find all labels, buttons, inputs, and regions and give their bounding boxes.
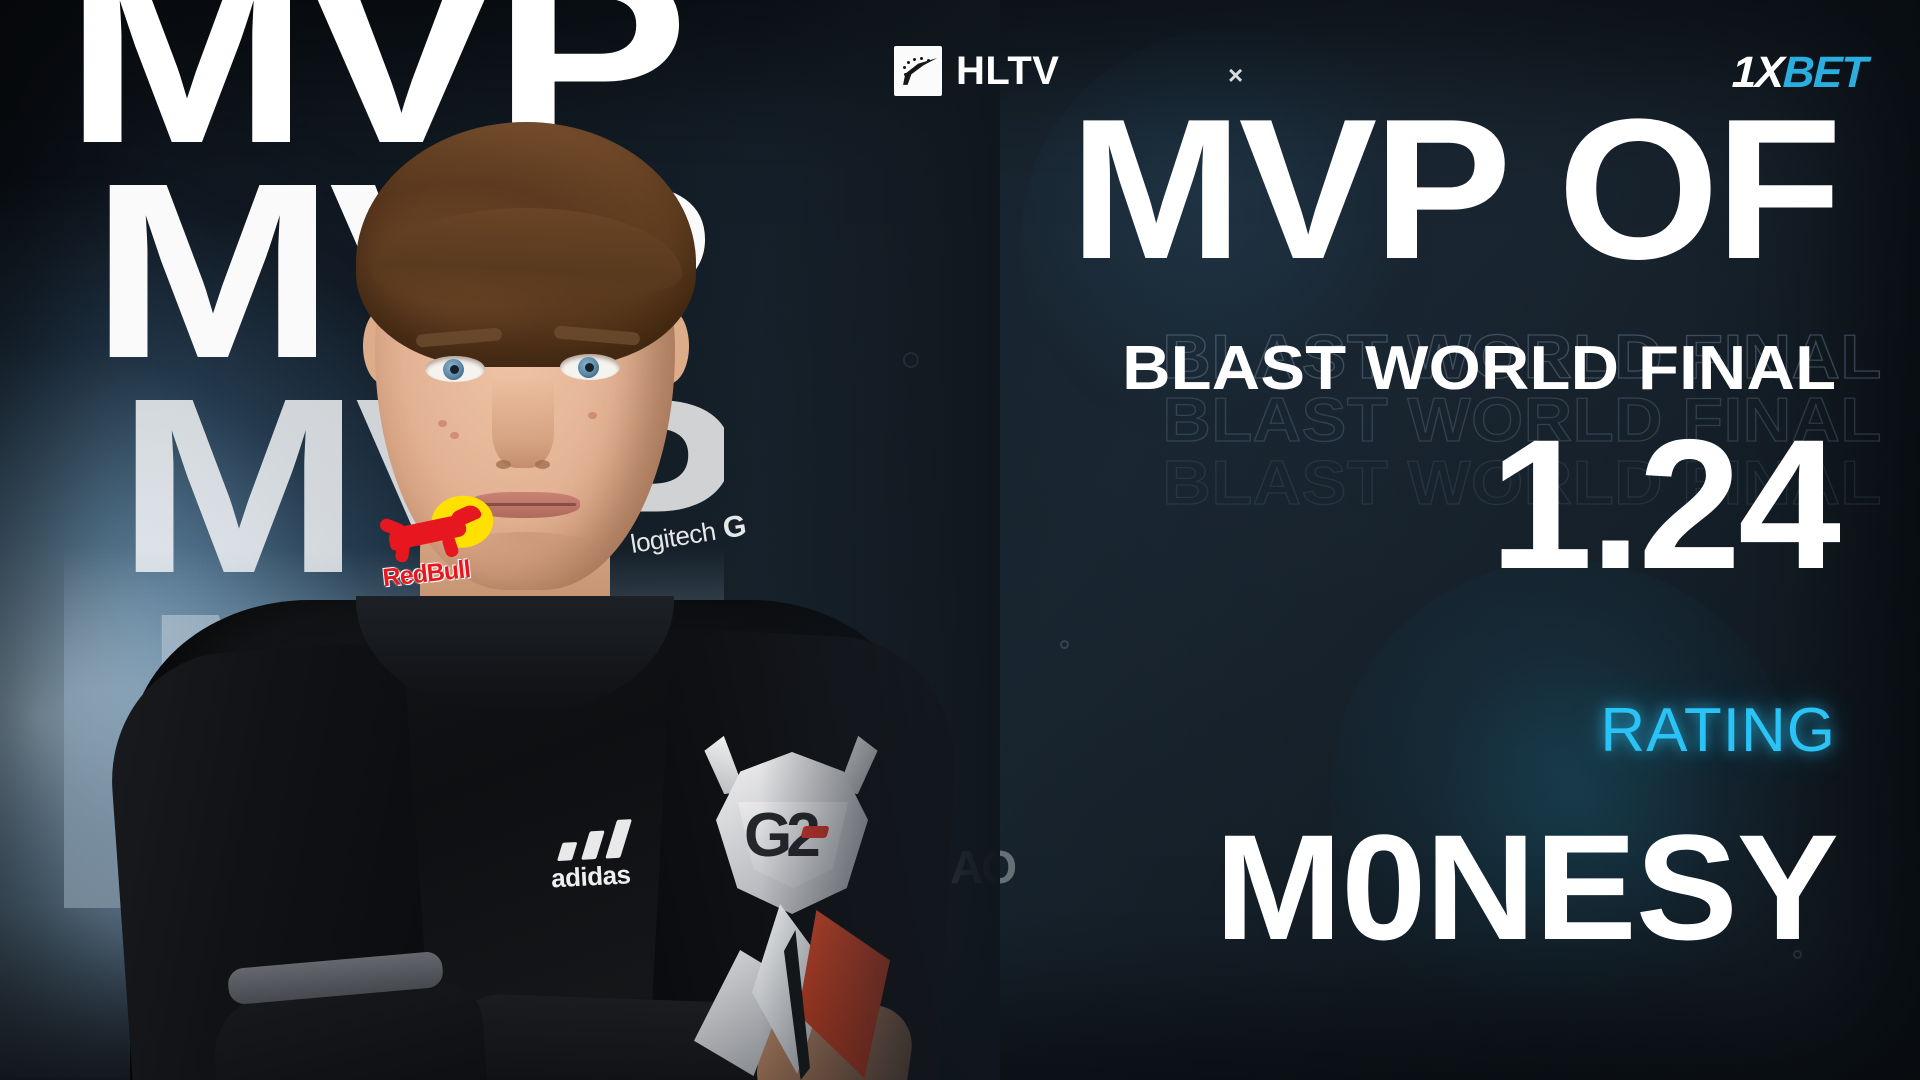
background-circle-bottom (1330, 560, 1800, 1030)
player-pupil (585, 363, 594, 372)
player-pupil (450, 365, 459, 374)
hltv-wordmark: HLTV (956, 48, 1060, 93)
headline-primary: MVP OF (1069, 78, 1842, 301)
decorative-ring (1793, 950, 1802, 959)
right-content-column: HLTV × 1XBET MVP OF BLAST WORLD FINAL 1.… (876, 0, 1876, 1080)
headline-secondary: BLAST WORLD FINAL (1121, 334, 1836, 403)
rating-value: 1.24 (1489, 402, 1841, 608)
player-skin-mark (450, 432, 459, 439)
player-nickname: M0NESY (1214, 803, 1839, 971)
player-nose (492, 378, 554, 469)
background-circle-inner (1430, 650, 1730, 950)
background-circle-top (1020, 28, 1450, 458)
redbull-bull-shape (378, 501, 486, 563)
player-photo: RedBull logitechG adidas G2 AO (103, 40, 1017, 1080)
decorative-ring (1060, 640, 1069, 649)
logitech-g-mark: G (720, 509, 749, 546)
player-mouth-line (472, 503, 576, 506)
decorative-ring (1330, 165, 1337, 172)
player-iris (578, 357, 599, 378)
player-nostril (496, 460, 511, 469)
adidas-bars-icon (548, 817, 682, 862)
adidas-logo-icon: adidas (548, 817, 684, 895)
redbull-wordmark: RedBull (381, 555, 472, 593)
player-nostril (535, 460, 550, 469)
player-eye-left (425, 356, 485, 382)
redbull-logo-icon: RedBull (372, 486, 511, 611)
player-iris (443, 359, 464, 380)
logitech-logo-icon: logitechG (628, 509, 748, 561)
player-eye-right (560, 354, 620, 380)
hltv-comet-icon (894, 46, 942, 96)
player-skin-mark (438, 420, 447, 427)
player-skin-mark (588, 412, 597, 419)
rating-label: RATING (1600, 696, 1836, 765)
g2-eye-slit (800, 826, 830, 838)
hltv-logo[interactable]: HLTV (894, 46, 1059, 96)
logitech-wordmark: logitech (628, 515, 718, 559)
brand-separator-icon: × (1228, 60, 1244, 90)
